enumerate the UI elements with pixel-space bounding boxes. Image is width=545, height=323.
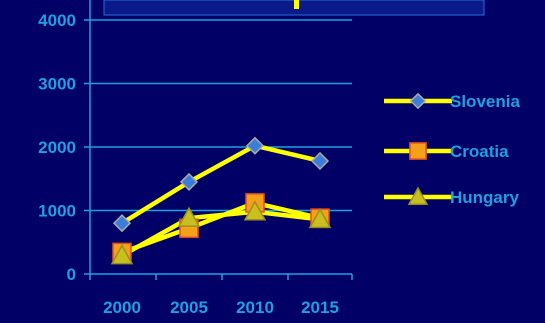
data-point-slovenia-2005	[179, 172, 199, 191]
legend: Slovenia Croatia Hungary	[384, 92, 520, 207]
series-line-slovenia	[120, 143, 321, 226]
legend-marker-slovenia	[409, 92, 427, 110]
y-tick-label: 4000	[38, 11, 76, 30]
series-line-hungary	[120, 209, 321, 258]
axes	[84, 0, 353, 280]
y-tick-label: 2000	[38, 138, 76, 157]
data-point-hungary-2010	[243, 200, 267, 221]
y-tick-label: 1000	[38, 202, 76, 221]
banner-accent	[294, 0, 299, 9]
series-lines	[120, 143, 321, 258]
y-tick-label: 3000	[38, 75, 76, 94]
x-tick-label: 2010	[236, 298, 274, 317]
x-tick-label: 2015	[301, 298, 339, 317]
series-markers	[110, 136, 332, 265]
y-axis-tick-labels: 0 1000 2000 3000 4000	[38, 11, 76, 284]
data-point-hungary-2000	[110, 244, 134, 265]
gridlines	[90, 19, 352, 212]
x-axis-tick-labels: 2000 2005 2010 2015	[103, 298, 339, 317]
data-point-slovenia-2000	[112, 214, 132, 233]
legend-label-hungary: Hungary	[450, 188, 520, 207]
legend-label-slovenia: Slovenia	[450, 92, 520, 111]
x-tick-label: 2000	[103, 298, 141, 317]
legend-marker-hungary	[407, 186, 429, 205]
data-point-hungary-2005	[177, 206, 201, 227]
legend-marker-croatia	[409, 142, 427, 160]
x-tick-label: 2005	[170, 298, 208, 317]
data-point-slovenia-2010	[245, 136, 265, 155]
y-tick-label: 0	[67, 265, 76, 284]
data-point-hungary-2015	[308, 207, 332, 229]
legend-label-croatia: Croatia	[450, 142, 509, 161]
data-point-slovenia-2015	[310, 151, 330, 171]
